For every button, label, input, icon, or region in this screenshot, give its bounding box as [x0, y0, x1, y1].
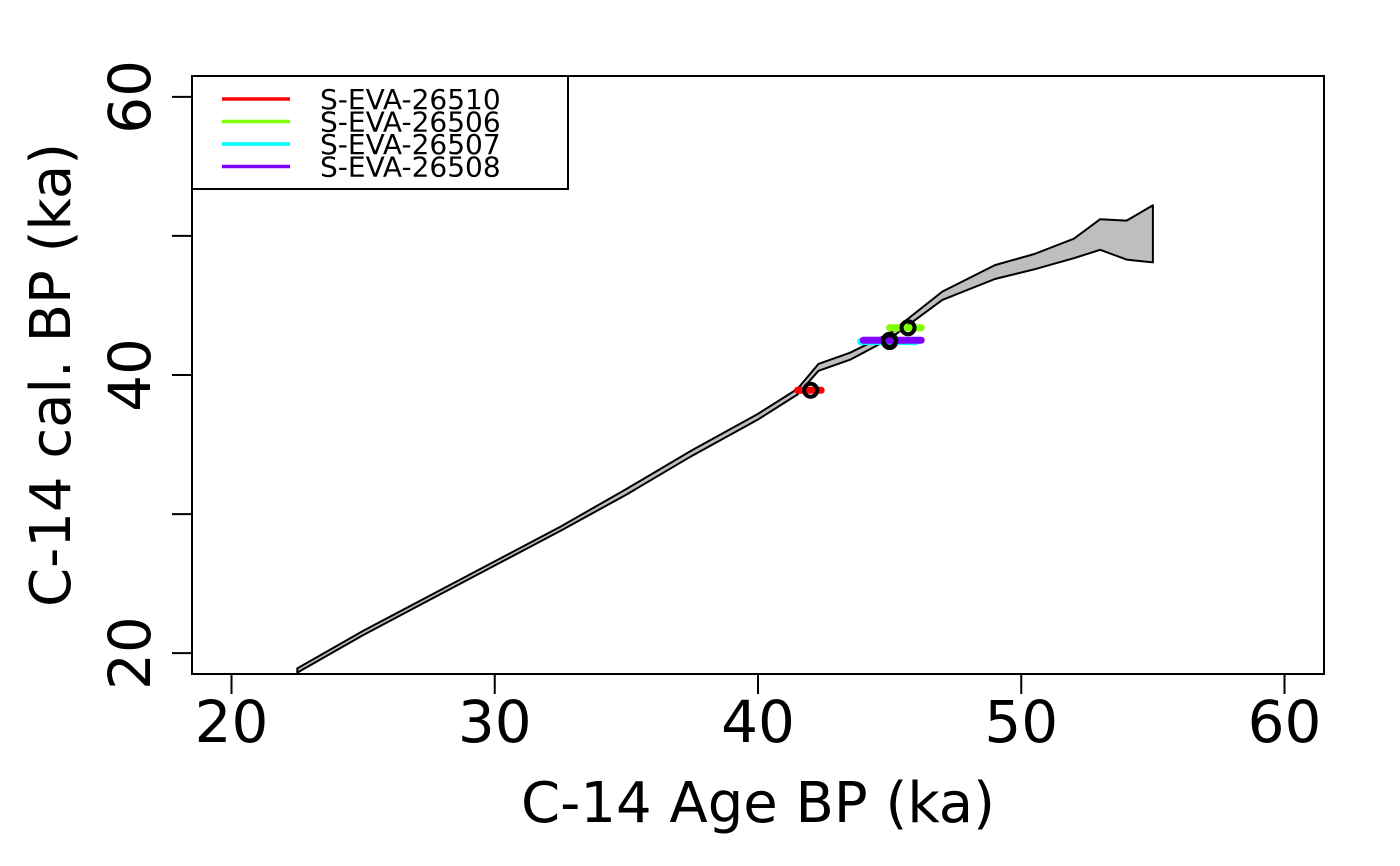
y-axis: 20 40 60 [96, 60, 193, 690]
legend-box [191, 75, 569, 190]
sample-point-s-eva-26506 [899, 319, 917, 337]
x-tick-label-20: 20 [195, 688, 269, 756]
legend-label-s-eva-26506: S-EVA-26506 [320, 106, 501, 139]
x-tick-label-60: 60 [1248, 688, 1322, 756]
x-tick-label-50: 50 [984, 688, 1058, 756]
calibration-band-layer [296, 204, 1154, 674]
legend-label-s-eva-26507: S-EVA-26507 [320, 128, 501, 161]
legend-label-s-eva-26508: S-EVA-26508 [320, 151, 501, 184]
y-axis-title: C-14 cal. BP (ka) [19, 143, 84, 607]
sample-point-s-eva-26510 [802, 381, 820, 399]
y-tick-label-60: 60 [96, 60, 164, 134]
calibration-band [296, 204, 1154, 674]
x-axis: 20 30 40 50 60 [195, 673, 1322, 756]
x-tick-label-30: 30 [458, 688, 532, 756]
legend-label-s-eva-26510: S-EVA-26510 [320, 83, 501, 116]
sample-bars-layer [793, 324, 925, 394]
sample-points-layer [802, 319, 917, 399]
legend: S-EVA-26510S-EVA-26506S-EVA-26507S-EVA-2… [191, 75, 569, 190]
y-tick-label-40: 40 [96, 338, 164, 412]
x-axis-title: C-14 Age BP (ka) [521, 771, 995, 836]
x-tick-label-40: 40 [721, 688, 795, 756]
sample-point-s-eva-26508 [881, 331, 899, 349]
y-tick-label-20: 20 [96, 616, 164, 690]
